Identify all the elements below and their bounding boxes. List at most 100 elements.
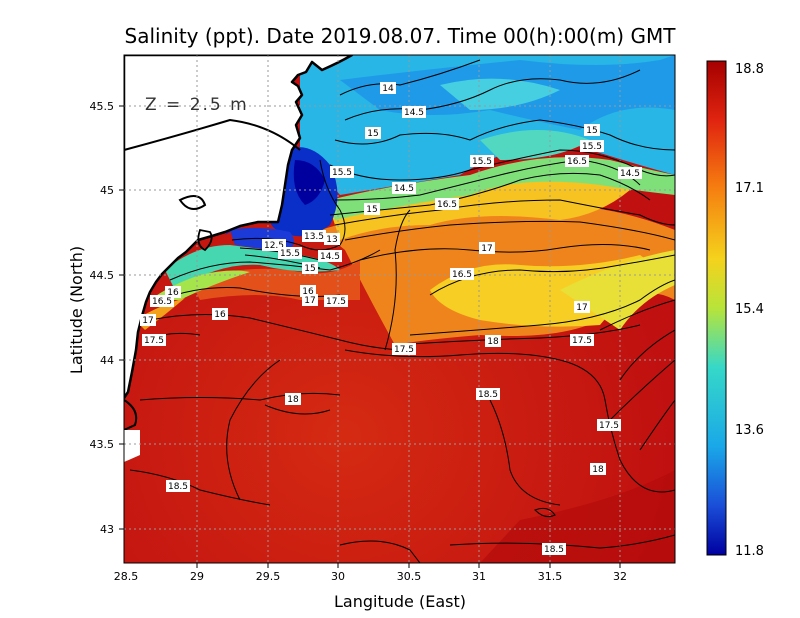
svg-text:15: 15 — [586, 126, 597, 136]
colorbar-tick-label: 17.1 — [735, 181, 764, 196]
svg-text:15.5: 15.5 — [582, 142, 602, 152]
svg-text:13.5: 13.5 — [304, 232, 324, 242]
contour-label: 17 — [574, 301, 590, 313]
contour-label: 13 — [324, 233, 340, 245]
svg-text:18: 18 — [592, 465, 604, 475]
svg-text:17.5: 17.5 — [326, 297, 346, 307]
svg-text:14.5: 14.5 — [320, 252, 340, 262]
svg-text:17.5: 17.5 — [144, 336, 164, 346]
contour-label: 15.5 — [470, 155, 494, 167]
svg-text:17.5: 17.5 — [394, 345, 414, 355]
colorbar-tick-label: 15.4 — [735, 302, 764, 317]
x-tick-label: 31 — [472, 570, 486, 583]
contour-label: 16.5 — [435, 198, 459, 210]
x-tick-label: 30.5 — [397, 570, 422, 583]
contour-label: 15.5 — [330, 166, 354, 178]
svg-text:16: 16 — [302, 287, 314, 297]
colorbar-tick-labels: 18.8 17.1 15.4 13.6 11.8 — [735, 62, 764, 559]
contour-labels: 14 14.5 15 15.5 15 15.5 16.5 14.5 14.5 1… — [140, 82, 642, 555]
svg-text:17: 17 — [304, 296, 315, 306]
svg-text:18: 18 — [487, 337, 499, 347]
svg-text:17.5: 17.5 — [572, 336, 592, 346]
svg-text:13: 13 — [326, 235, 337, 245]
contour-label: 16.5 — [565, 155, 589, 167]
depth-label: Z = 2.5 m — [145, 95, 249, 115]
contour-label: 18 — [485, 335, 501, 347]
contour-label: 16.5 — [450, 268, 474, 280]
contour-label: 17.5 — [142, 334, 166, 346]
svg-text:16.5: 16.5 — [437, 200, 457, 210]
contour-label: 14.5 — [392, 182, 416, 194]
svg-text:17: 17 — [481, 244, 492, 254]
svg-text:15.5: 15.5 — [280, 249, 300, 259]
svg-text:14: 14 — [382, 84, 394, 94]
contour-label: 18 — [285, 393, 301, 405]
contour-label: 13.5 — [302, 230, 326, 242]
svg-text:18.5: 18.5 — [544, 545, 564, 555]
map-frame — [123, 54, 676, 564]
contour-label: 17.5 — [324, 295, 348, 307]
colorbar-tick-label: 13.6 — [735, 423, 764, 438]
contour-label: 18.5 — [542, 543, 566, 555]
svg-text:16.5: 16.5 — [452, 270, 472, 280]
svg-text:18.5: 18.5 — [478, 390, 498, 400]
contour-label: 14.5 — [318, 250, 342, 262]
svg-text:14.5: 14.5 — [394, 184, 414, 194]
x-tick-label: 28.5 — [114, 570, 139, 583]
y-tick-label: 43 — [100, 523, 114, 536]
contour-label: 14.5 — [618, 167, 642, 179]
contour-label: 18.5 — [476, 388, 500, 400]
y-tick-labels: 45.5 45 44.5 44 43.5 43 — [90, 100, 115, 536]
contour-label: 14 — [380, 82, 396, 94]
contour-label: 15 — [364, 203, 380, 215]
x-tick-label: 32 — [613, 570, 627, 583]
contour-label: 17.5 — [570, 334, 594, 346]
x-tick-label: 30 — [331, 570, 345, 583]
contour-label: 15.5 — [580, 140, 604, 152]
svg-text:15: 15 — [304, 264, 315, 274]
y-tick-label: 44 — [100, 354, 114, 367]
svg-text:18: 18 — [287, 395, 299, 405]
contour-label: 15 — [365, 127, 381, 139]
colorbar-tick-label: 18.8 — [735, 62, 764, 77]
figure-title: Salinity (ppt). Date 2019.08.07. Time 00… — [125, 24, 677, 48]
contour-label: 15 — [302, 262, 318, 274]
y-tick-label: 44.5 — [90, 269, 115, 282]
x-tick-label: 29 — [190, 570, 204, 583]
svg-text:17: 17 — [576, 303, 587, 313]
contour-label: 16 — [212, 308, 228, 320]
svg-text:16.5: 16.5 — [567, 157, 587, 167]
contour-label: 17.5 — [597, 419, 621, 431]
contour-label: 18 — [590, 463, 606, 475]
map-plot-area: Z = 2.5 m 14 14.5 15 15.5 15 15.5 16.5 1… — [124, 55, 675, 563]
land-mass — [124, 55, 354, 400]
svg-text:15: 15 — [366, 205, 377, 215]
svg-text:15: 15 — [367, 129, 378, 139]
y-axis-title: Latitude (North) — [67, 246, 86, 374]
contour-label: 18.5 — [166, 480, 190, 492]
x-tick-labels: 28.5 29 29.5 30 30.5 31 31.5 32 — [114, 570, 627, 583]
contour-label: 15.5 — [278, 247, 302, 259]
svg-text:16.5: 16.5 — [152, 297, 172, 307]
svg-text:15.5: 15.5 — [472, 157, 492, 167]
colorbar-tick-label: 11.8 — [735, 544, 764, 559]
contour-label: 17.5 — [392, 343, 416, 355]
svg-text:18.5: 18.5 — [168, 482, 188, 492]
x-tick-label: 31.5 — [538, 570, 563, 583]
svg-text:14.5: 14.5 — [620, 169, 640, 179]
contour-label: 16.5 — [150, 295, 174, 307]
y-tick-label: 45 — [100, 184, 114, 197]
svg-text:15.5: 15.5 — [332, 168, 352, 178]
contour-label: 15 — [584, 124, 600, 136]
svg-text:17: 17 — [142, 316, 153, 326]
y-tick-label: 43.5 — [90, 438, 115, 451]
contour-label: 17 — [140, 314, 156, 326]
contour-label: 17 — [302, 294, 318, 306]
svg-text:16: 16 — [214, 310, 226, 320]
contour-label: 17 — [479, 242, 495, 254]
contour-label: 14.5 — [402, 106, 426, 118]
x-axis-title: Langitude (East) — [334, 592, 466, 611]
colorbar — [706, 60, 727, 556]
svg-text:12.5: 12.5 — [264, 241, 284, 251]
svg-text:16: 16 — [167, 288, 179, 298]
